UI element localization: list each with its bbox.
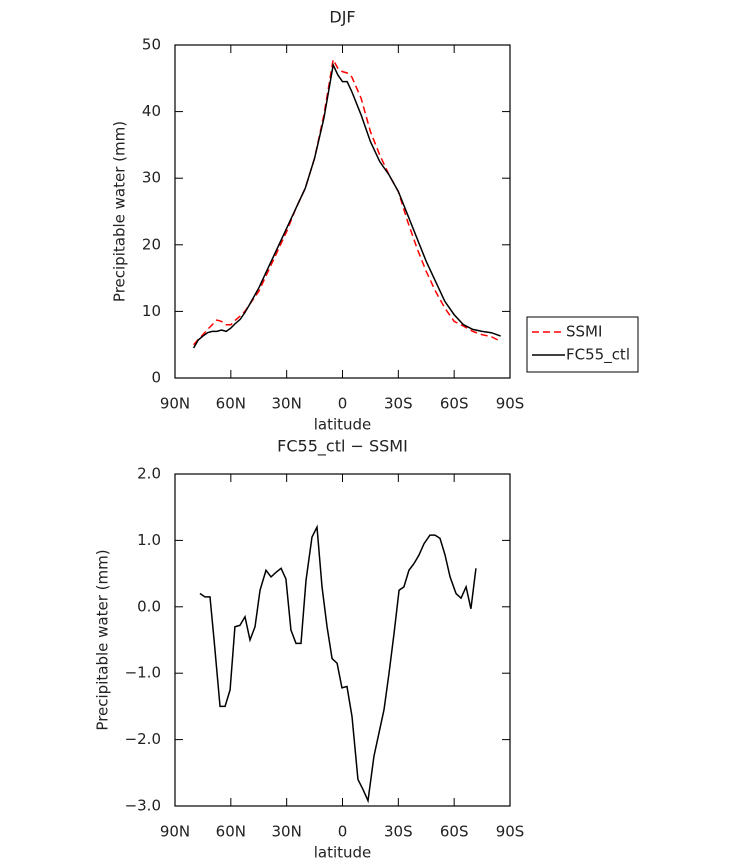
y-tick-label: −3.0: [125, 797, 161, 815]
x-tick-label: 30N: [272, 823, 302, 841]
x-tick-label: 90S: [496, 395, 525, 413]
x-tick-label: 60S: [440, 823, 469, 841]
plot-frame: [174, 44, 511, 379]
x-tick-label: 30S: [384, 395, 413, 413]
legend-label: SSMI: [566, 323, 602, 341]
y-tick-label: 0: [151, 369, 161, 387]
legend-label: FC55_ctl: [566, 346, 630, 365]
x-tick-label: 60S: [440, 395, 469, 413]
y-tick-label: 10: [142, 302, 161, 320]
y-tick-label: 0.0: [137, 597, 161, 615]
x-tick-label: 90N: [160, 395, 190, 413]
x-tick-label: 0: [338, 395, 348, 413]
x-tick-label: 0: [338, 823, 348, 841]
x-tick-label: 30S: [384, 823, 413, 841]
plot-frame: [174, 473, 511, 807]
chart-title: DJF: [329, 8, 355, 27]
x-tick-label: 90N: [160, 823, 190, 841]
chart-title: FC55_ctl − SSMI: [277, 437, 408, 457]
data-line: [199, 524, 477, 804]
x-tick-label: 90S: [496, 823, 525, 841]
x-axis-label: latitude: [314, 844, 372, 862]
y-tick-label: 2.0: [137, 465, 161, 483]
data-line: [192, 62, 501, 349]
y-tick-label: 50: [142, 36, 161, 54]
x-tick-label: 30N: [272, 395, 302, 413]
y-tick-label: −2.0: [125, 730, 161, 748]
legend-box: [526, 316, 639, 373]
y-axis-label: Precipitable water (mm): [111, 121, 129, 302]
y-tick-label: 1.0: [137, 531, 161, 549]
y-tick-label: −1.0: [125, 664, 161, 682]
x-tick-label: 60N: [216, 395, 246, 413]
y-axis-label: Precipitable water (mm): [94, 549, 112, 730]
data-line: [193, 57, 502, 346]
x-axis-label: latitude: [314, 416, 372, 434]
y-tick-label: 40: [142, 102, 161, 120]
y-tick-label: 20: [142, 235, 161, 253]
y-tick-label: 30: [142, 169, 161, 187]
x-tick-label: 60N: [216, 823, 246, 841]
